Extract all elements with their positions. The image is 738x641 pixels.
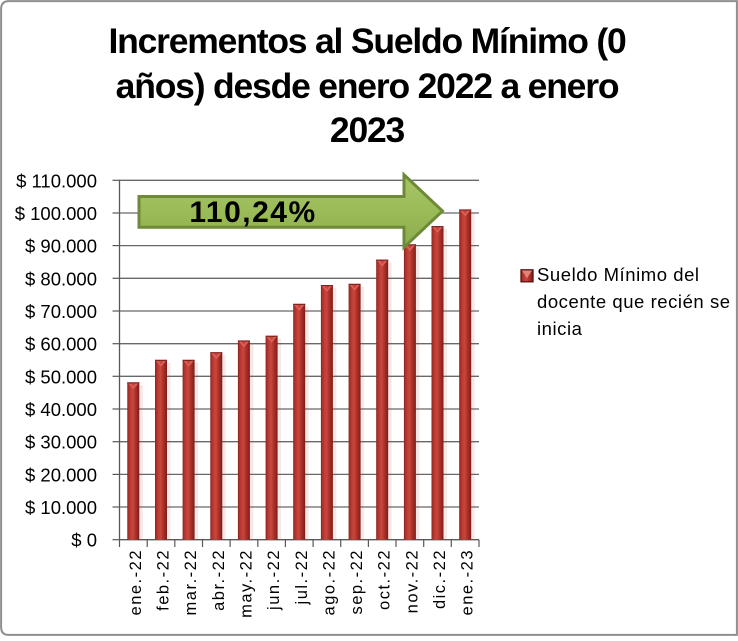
svg-text:ene.-22: ene.-22 bbox=[127, 549, 145, 615]
svg-text:oct.-22: oct.-22 bbox=[376, 549, 394, 610]
svg-text:$ 60.000: $ 60.000 bbox=[25, 334, 97, 355]
svg-text:$ 0: $ 0 bbox=[71, 530, 97, 551]
svg-text:inicia: inicia bbox=[537, 318, 583, 339]
svg-text:abr.-22: abr.-22 bbox=[210, 549, 228, 611]
svg-text:dic.-22: dic.-22 bbox=[431, 549, 449, 609]
svg-text:ago.-22: ago.-22 bbox=[320, 549, 338, 615]
svg-text:años) desde enero 2022 a enero: años) desde enero 2022 a enero bbox=[116, 66, 619, 106]
svg-text:$ 80.000: $ 80.000 bbox=[25, 268, 97, 289]
svg-text:110,24%: 110,24% bbox=[189, 196, 316, 229]
svg-text:$ 50.000: $ 50.000 bbox=[25, 366, 97, 387]
svg-text:docente que recién se: docente que recién se bbox=[537, 291, 731, 312]
svg-text:mar.-22: mar.-22 bbox=[182, 549, 200, 615]
svg-text:$ 30.000: $ 30.000 bbox=[25, 432, 97, 453]
svg-text:$ 20.000: $ 20.000 bbox=[25, 464, 97, 485]
svg-text:Incrementos al Sueldo Mínimo (: Incrementos al Sueldo Mínimo (0 bbox=[108, 21, 626, 61]
svg-text:feb.-22: feb.-22 bbox=[155, 549, 173, 611]
svg-text:$ 100.000: $ 100.000 bbox=[15, 203, 97, 224]
svg-text:Sueldo Mínimo del: Sueldo Mínimo del bbox=[537, 264, 700, 285]
svg-text:$ 70.000: $ 70.000 bbox=[25, 301, 97, 322]
svg-text:$ 10.000: $ 10.000 bbox=[25, 497, 97, 518]
svg-text:ene.-23: ene.-23 bbox=[459, 549, 477, 615]
svg-text:$ 40.000: $ 40.000 bbox=[25, 399, 97, 420]
svg-text:$ 90.000: $ 90.000 bbox=[25, 236, 97, 257]
svg-text:may.-22: may.-22 bbox=[237, 549, 255, 618]
svg-text:sep.-22: sep.-22 bbox=[348, 549, 366, 615]
svg-text:jun.-22: jun.-22 bbox=[265, 549, 283, 611]
svg-text:nov.-22: nov.-22 bbox=[403, 549, 421, 613]
svg-text:$ 110.000: $ 110.000 bbox=[16, 170, 97, 191]
svg-text:jul.-22: jul.-22 bbox=[293, 549, 311, 605]
svg-text:2023: 2023 bbox=[330, 110, 405, 150]
